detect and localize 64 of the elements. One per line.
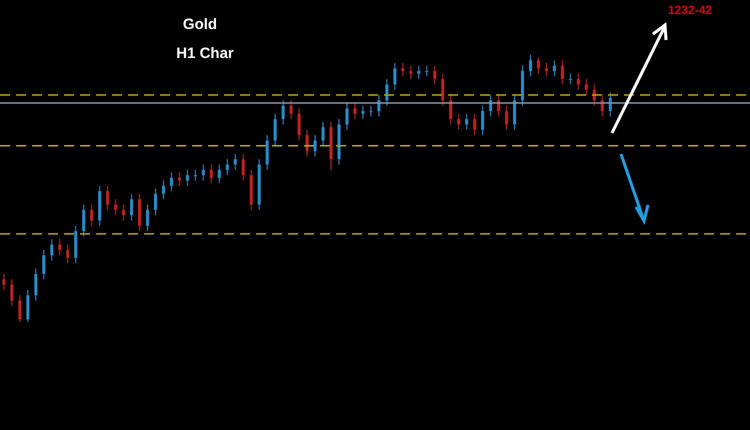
candlestick bbox=[393, 62, 396, 90]
candlestick bbox=[218, 164, 221, 184]
candlestick bbox=[369, 105, 372, 117]
candlestick bbox=[162, 180, 165, 200]
candlestick bbox=[114, 198, 118, 216]
candlestick bbox=[58, 238, 62, 256]
candlestick bbox=[465, 113, 468, 130]
candlestick bbox=[82, 204, 86, 238]
candlestick bbox=[178, 172, 181, 186]
candlestick bbox=[441, 73, 444, 106]
candlestick bbox=[2, 273, 6, 290]
candlestick bbox=[584, 78, 588, 96]
candlestick bbox=[226, 158, 229, 176]
candlestick bbox=[353, 102, 356, 120]
candlestick bbox=[122, 204, 126, 222]
candlestick bbox=[457, 113, 460, 130]
candlestick bbox=[202, 164, 205, 181]
candlestick bbox=[505, 105, 508, 130]
candlestick bbox=[274, 113, 277, 146]
candlestick bbox=[90, 204, 94, 226]
candlestick bbox=[314, 134, 317, 157]
candlestick bbox=[385, 78, 388, 106]
candlestick bbox=[130, 193, 134, 222]
candlestick bbox=[18, 294, 22, 322]
candlestick bbox=[552, 60, 556, 77]
chart-subtitle: H1 Char bbox=[175, 45, 235, 62]
candlestick bbox=[568, 73, 572, 85]
candlestick bbox=[282, 100, 285, 125]
candlestick bbox=[306, 129, 309, 157]
candlestick bbox=[194, 169, 197, 181]
candlestick bbox=[536, 57, 540, 74]
candlestick bbox=[34, 268, 38, 302]
candlestick bbox=[544, 62, 548, 77]
candlestick bbox=[608, 92, 612, 117]
candlestick bbox=[433, 65, 436, 85]
candlestick bbox=[290, 100, 293, 120]
candlestick bbox=[298, 108, 301, 141]
text: 1232-42 bbox=[668, 3, 712, 17]
candlestick bbox=[234, 153, 237, 170]
candlestick bbox=[210, 164, 213, 184]
candlestick bbox=[50, 238, 54, 262]
candlestick bbox=[42, 249, 46, 280]
candlestick bbox=[528, 55, 532, 77]
candlestick bbox=[106, 185, 110, 210]
candlestick bbox=[576, 73, 580, 90]
candlestick bbox=[322, 121, 325, 146]
candlestick bbox=[417, 65, 420, 80]
chart-title: Gold bbox=[182, 16, 218, 33]
candlestick bbox=[449, 94, 452, 125]
candlestick bbox=[186, 169, 189, 186]
candlestick bbox=[154, 188, 157, 216]
candlestick bbox=[361, 105, 364, 120]
candlestick bbox=[481, 105, 484, 136]
candlestick bbox=[425, 65, 428, 77]
candlestick bbox=[409, 65, 412, 80]
candlestick bbox=[10, 278, 14, 306]
candlestick bbox=[66, 244, 70, 264]
candlestick bbox=[242, 153, 245, 181]
candlestick bbox=[473, 113, 476, 136]
candlestick bbox=[401, 62, 404, 77]
candlestick bbox=[146, 204, 150, 232]
candlestick bbox=[170, 172, 173, 192]
candlestick bbox=[345, 102, 348, 130]
candlestick bbox=[560, 60, 564, 85]
